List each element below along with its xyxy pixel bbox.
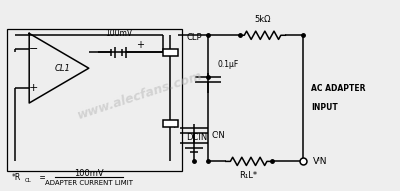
Text: CᴵN: CᴵN [212,131,226,140]
Text: CL1: CL1 [55,64,71,73]
Text: +: + [170,121,178,130]
Bar [163,120,178,127]
Text: −: − [29,44,39,54]
Text: 5kΩ: 5kΩ [254,15,271,24]
Bar [7,29,182,171]
Text: *R: *R [11,173,20,182]
Text: AC ADAPTER: AC ADAPTER [311,84,366,93]
Text: www.alecfans.com: www.alecfans.com [76,69,205,122]
Text: 0.1μF: 0.1μF [218,60,239,69]
Text: +: + [136,40,144,50]
Text: CL: CL [25,178,32,183]
Text: +: + [29,83,39,93]
Text: CLP: CLP [186,33,202,42]
Text: R₁L*: R₁L* [240,171,258,180]
Text: DCIN: DCIN [186,133,207,142]
Text: =: = [37,173,46,182]
Text: VᴵN: VᴵN [313,157,328,166]
Bar [163,49,178,56]
Text: ADAPTER CURRENT LIMIT: ADAPTER CURRENT LIMIT [45,180,133,186]
Text: 100mV: 100mV [105,29,132,38]
Text: 100mV: 100mV [74,169,104,178]
Text: INPUT: INPUT [311,103,338,112]
